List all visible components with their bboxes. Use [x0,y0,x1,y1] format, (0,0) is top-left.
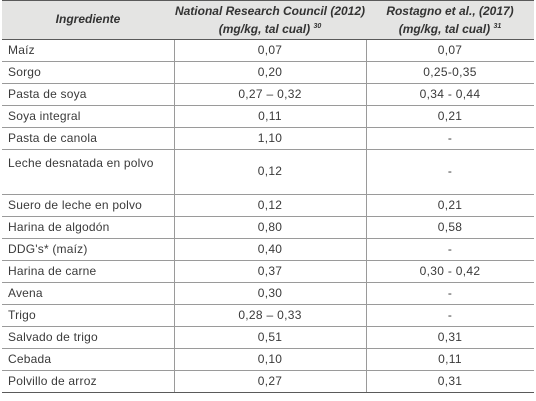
cell-rostagno: - [447,308,453,322]
cell-rostagno: 0,11 [438,352,462,366]
table-row: Trigo 0,28 – 0,33 - [2,305,534,327]
cell-rostagno: 0,34 - 0,44 [419,87,481,101]
cell-rostagno: - [447,242,453,256]
cell-nrc: 0,40 [257,242,283,256]
cell-rostagno: 0,30 - 0,42 [419,264,481,278]
table-row: Harina de algodón 0,80 0,58 [2,217,534,239]
table-row: DDG's* (maíz) 0,40 - [2,239,534,261]
cell-ingrediente: Polvillo de arroz [8,374,97,388]
header-rostagno-title: Rostagno et al., (2017) [386,4,514,18]
cell-nrc: 0,27 – 0,32 [238,87,302,101]
cell-nrc: 0,30 [257,286,283,300]
table-row: Suero de leche en polvo 0,12 0,21 [2,195,534,217]
header-rostagno-ref: 31 [493,23,502,30]
table-row: Avena 0,30 - [2,283,534,305]
cell-ingrediente: Soya integral [8,109,81,123]
cell-nrc: 0,37 [257,264,283,278]
cell-rostagno: 0,58 [437,220,463,234]
cell-nrc: 0,12 [257,164,283,178]
cell-nrc: 1,10 [257,131,283,145]
table-row: Sorgo 0,20 0,25-0,35 [2,62,534,84]
cell-rostagno: 0,21 [437,198,463,212]
table-row: Pasta de soya 0,27 – 0,32 0,34 - 0,44 [2,84,534,106]
header-rostagno-unit-text: (mg/kg, tal cual) [398,22,491,36]
cell-nrc: 0,51 [257,330,283,344]
header-nrc-ref: 30 [313,23,322,30]
header-ingrediente: Ingrediente [55,12,121,26]
cell-rostagno: - [447,164,453,178]
cell-rostagno: 0,25-0,35 [423,65,477,79]
cell-rostagno: 0,31 [437,374,463,388]
table-row: Polvillo de arroz 0,27 0,31 [2,371,534,393]
table-row: Cebada 0,10 0,11 [2,349,534,371]
cell-nrc: 0,12 [257,198,283,212]
table-row: Harina de carne 0,37 0,30 - 0,42 [2,261,534,283]
cell-ingrediente: Harina de carne [8,264,97,278]
table-row: Maíz 0,07 0,07 [2,40,534,62]
cell-rostagno: - [447,286,453,300]
cell-ingrediente: Leche desnatada en polvo [8,156,154,170]
header-rostagno: Rostagno et al., (2017) (mg/kg, tal cual… [366,4,534,37]
cell-nrc: 0,27 [257,374,283,388]
header-nrc-unit-text: (mg/kg, tal cual) [218,22,311,36]
cell-ingrediente: Sorgo [8,65,42,79]
cell-nrc: 0,20 [257,65,283,79]
cell-ingrediente: Maíz [8,43,35,57]
data-table: Ingrediente National Research Council (2… [2,0,534,393]
header-rostagno-unit: (mg/kg, tal cual) 31 [366,19,534,37]
cell-nrc: 0,10 [257,352,283,366]
table-row: Soya integral 0,11 0,21 [2,106,534,128]
header-nrc-title: National Research Council (2012) [174,4,366,18]
cell-ingrediente: Cebada [8,352,52,366]
cell-nrc: 0,80 [257,220,283,234]
table-header: Ingrediente National Research Council (2… [2,0,534,40]
cell-nrc: 0,07 [257,43,283,57]
header-nrc-unit: (mg/kg, tal cual) 30 [174,19,366,37]
header-nrc: National Research Council (2012) (mg/kg,… [174,4,366,37]
cell-ingrediente: Harina de algodón [8,220,110,234]
table-row: Salvado de trigo 0,51 0,31 [2,327,534,349]
table-row: Pasta de canola 1,10 - [2,128,534,150]
cell-rostagno: 0,31 [437,330,463,344]
cell-ingrediente: Avena [8,286,43,300]
cell-ingrediente: Suero de leche en polvo [8,198,143,212]
cell-ingrediente: DDG's* (maíz) [8,242,88,256]
table-row: Leche desnatada en polvo 0,12 - [2,150,534,195]
cell-rostagno: 0,21 [437,109,463,123]
cell-nrc: 0,11 [258,109,282,123]
cell-ingrediente: Trigo [8,308,36,322]
cell-rostagno: 0,07 [437,43,463,57]
cell-ingrediente: Salvado de trigo [8,330,98,344]
cell-ingrediente: Pasta de soya [8,87,87,101]
cell-rostagno: - [447,131,453,145]
cell-nrc: 0,28 – 0,33 [238,308,302,322]
cell-ingrediente: Pasta de canola [8,131,98,145]
